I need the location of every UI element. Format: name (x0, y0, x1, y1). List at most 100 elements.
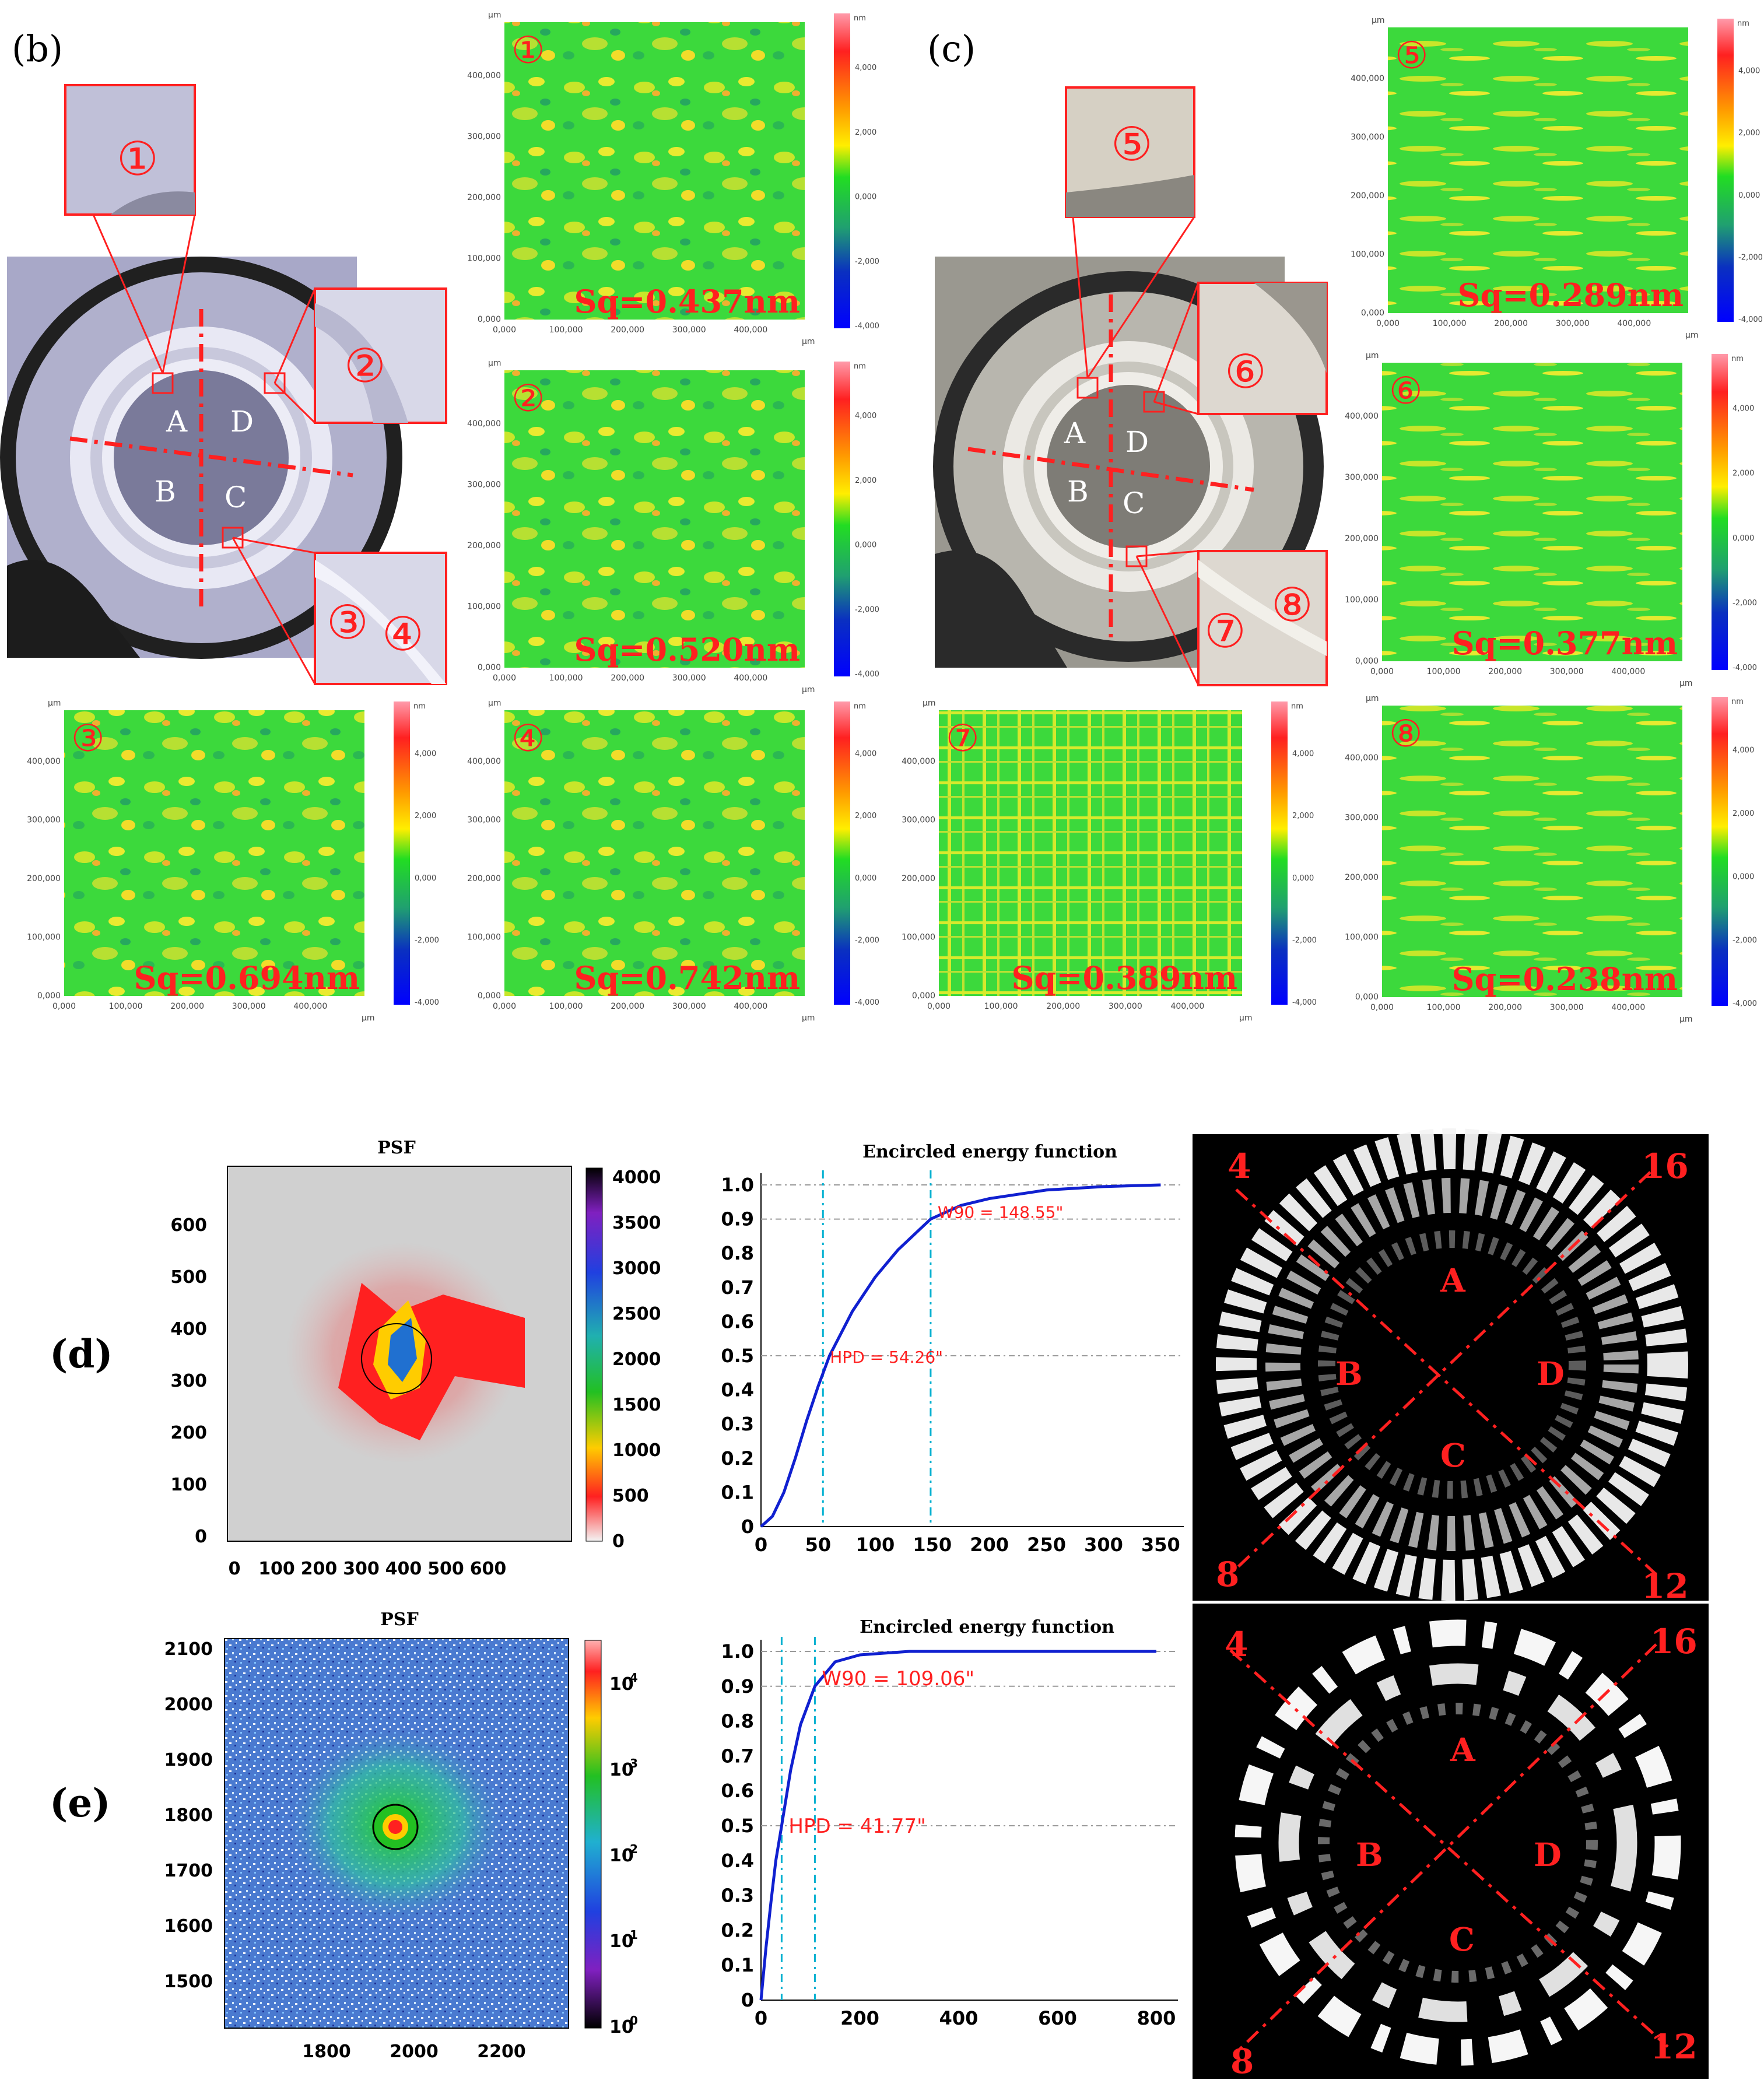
y-tick-label: 0,000 (912, 991, 935, 1001)
psf-title: PSF (380, 1609, 419, 1630)
axis-unit-label: μm (923, 699, 936, 708)
colorbar-tick: 2,000 (855, 812, 876, 820)
inset-label: ⑥ (1225, 345, 1267, 399)
psf-plot-e: PSF 1800 2000 2200 1500 1600 1700 1800 1900 2000… (164, 1609, 638, 2062)
y-tick-label: 100,000 (1351, 250, 1384, 259)
panel-label-e: (e) (50, 1780, 110, 1826)
y-tick-label: 0.1 (721, 1481, 754, 1503)
axis-unit-label: μm (1366, 694, 1379, 703)
y-tick-label: 500 (170, 1267, 207, 1288)
colorbar (834, 701, 850, 1005)
colorbar-tick: -4,000 (1292, 998, 1317, 1007)
y-tick-label: 1600 (164, 1916, 213, 1937)
ee-curve (760, 1183, 1161, 1528)
psf-title: PSF (377, 1138, 416, 1158)
y-tick-label: 0.1 (721, 1954, 754, 1976)
surface-map-4: ④Sq=0.742nmμmμm0,0000,000100,000100,0002… (467, 699, 879, 1023)
hpd-annotation: HPD = 41.77" (788, 1815, 925, 1838)
surface-map-image (504, 710, 805, 996)
colorbar-tick: -2,000 (1738, 253, 1763, 262)
y-tick-label: 0,000 (1355, 992, 1379, 1002)
encircled-energy-charts: Encircled energy function 0 0.1 0.2 0.3 0.4 0.… (721, 1142, 1184, 2029)
psf-d-axes: 0 100 200 300 400 500 600010020030040050060005… (170, 1167, 661, 1579)
colorbar-tick: 10 (609, 1846, 634, 1866)
colorbar-tick: 2,000 (1292, 812, 1314, 820)
y-tick-label: 0.9 (721, 1675, 754, 1697)
inset-6: ⑥ (1153, 282, 1328, 415)
x-tick-label: 100,000 (984, 1002, 1018, 1011)
colorbar (1712, 354, 1728, 670)
psf-spot-d (286, 1242, 525, 1464)
y-tick-label: 0.2 (721, 1919, 754, 1941)
axis-unit-label: μm (488, 359, 502, 368)
quadrant-label: C (225, 480, 247, 514)
focal-image-d: 4 16 8 12 A B D C (1193, 1128, 1709, 1606)
x-tick-label: 200,000 (1046, 1002, 1080, 1011)
colorbar-tick-exponent: 3 (630, 1756, 638, 1770)
surface-map-sq: Sq=0.520nm (574, 631, 801, 668)
x-tick-label: 200,000 (1494, 319, 1528, 328)
x-tick-label: 300,000 (1550, 667, 1584, 676)
y-tick-label: 400,000 (467, 419, 501, 429)
colorbar-tick: 0,000 (1733, 534, 1754, 543)
y-tick-label: 200,000 (467, 874, 501, 883)
inset-label: ③ (327, 595, 369, 650)
optic-photo-b: A D B C (0, 257, 402, 659)
quadrant-label: A (166, 405, 188, 439)
y-tick-label: 0 (195, 1527, 207, 1547)
surface-map-sq: Sq=0.289nm (1458, 276, 1684, 314)
colorbar-tick: -2,000 (1733, 599, 1757, 608)
colorbar-tick-exponent: 4 (630, 1671, 638, 1685)
psf-e-axes: 1800 2000 22001500160017001800190020002100… (164, 1639, 638, 2062)
y-tick-label: 0,000 (478, 663, 501, 672)
x-tick-label: 200 (301, 1559, 338, 1579)
colorbar-unit: nm (413, 702, 426, 711)
surface-map-sq: Sq=0.437nm (574, 283, 801, 320)
colorbar-tick: 1000 (612, 1440, 661, 1461)
colorbar-tick: 4,000 (1738, 67, 1760, 76)
surface-map-sq: Sq=0.238nm (1452, 960, 1678, 998)
x-tick-label: 100,000 (549, 1002, 583, 1011)
inset-label: ⑦ (1204, 604, 1246, 658)
colorbar-tick: -4,000 (415, 998, 439, 1007)
colorbar-unit: nm (1731, 697, 1744, 706)
y-tick-label: 400,000 (1345, 753, 1379, 763)
x-tick-label: 100,000 (1433, 319, 1467, 328)
x-tick-label: 100,000 (1427, 1003, 1461, 1012)
corner-label: 16 (1642, 1146, 1689, 1186)
y-tick-label: 0.3 (721, 1413, 754, 1435)
y-tick-label: 200,000 (902, 874, 935, 883)
axis-unit-label: μm (802, 1013, 815, 1023)
colorbar-tick: 4,000 (855, 412, 876, 420)
y-tick-label: 0.8 (721, 1710, 754, 1732)
x-tick-label: 0,000 (1376, 319, 1400, 328)
colorbar-tick-exponent: 0 (630, 2014, 638, 2028)
colorbar (1712, 697, 1728, 1006)
surface-map-label: ③ (71, 717, 104, 760)
inset-7-8: ⑦ ⑧ (1135, 550, 1328, 686)
colorbar-tick: 3000 (612, 1258, 661, 1279)
y-tick-label: 200,000 (467, 193, 501, 202)
x-tick-label: 600 (1038, 2007, 1077, 2029)
x-tick-label: 300,000 (1109, 1002, 1142, 1011)
colorbar-tick: 4,000 (415, 750, 436, 759)
y-tick-label: 200,000 (1345, 534, 1379, 543)
colorbar-tick-exponent: 2 (630, 1842, 638, 1856)
colorbar-tick: 2500 (612, 1304, 661, 1324)
axis-unit-label: μm (1679, 679, 1693, 688)
x-tick-label: 200 (840, 2007, 879, 2029)
x-tick-label: 0,000 (493, 325, 516, 335)
colorbar-tick: 0,000 (1733, 873, 1754, 882)
y-tick-label: 100,000 (467, 933, 501, 942)
colorbar-tick: 1500 (612, 1395, 661, 1415)
x-tick-label: 400,000 (734, 1002, 767, 1011)
colorbar-tick: 10 (609, 2017, 634, 2037)
axis-unit-label: μm (362, 1013, 375, 1023)
colorbar-tick: -4,000 (855, 322, 879, 331)
corner-label: 12 (1642, 1566, 1689, 1606)
quadrant-label: C (1123, 486, 1145, 520)
y-tick-label: 2100 (164, 1639, 213, 1660)
axis-unit-label: μm (1679, 1015, 1693, 1024)
colorbar-tick: 0,000 (855, 193, 876, 202)
